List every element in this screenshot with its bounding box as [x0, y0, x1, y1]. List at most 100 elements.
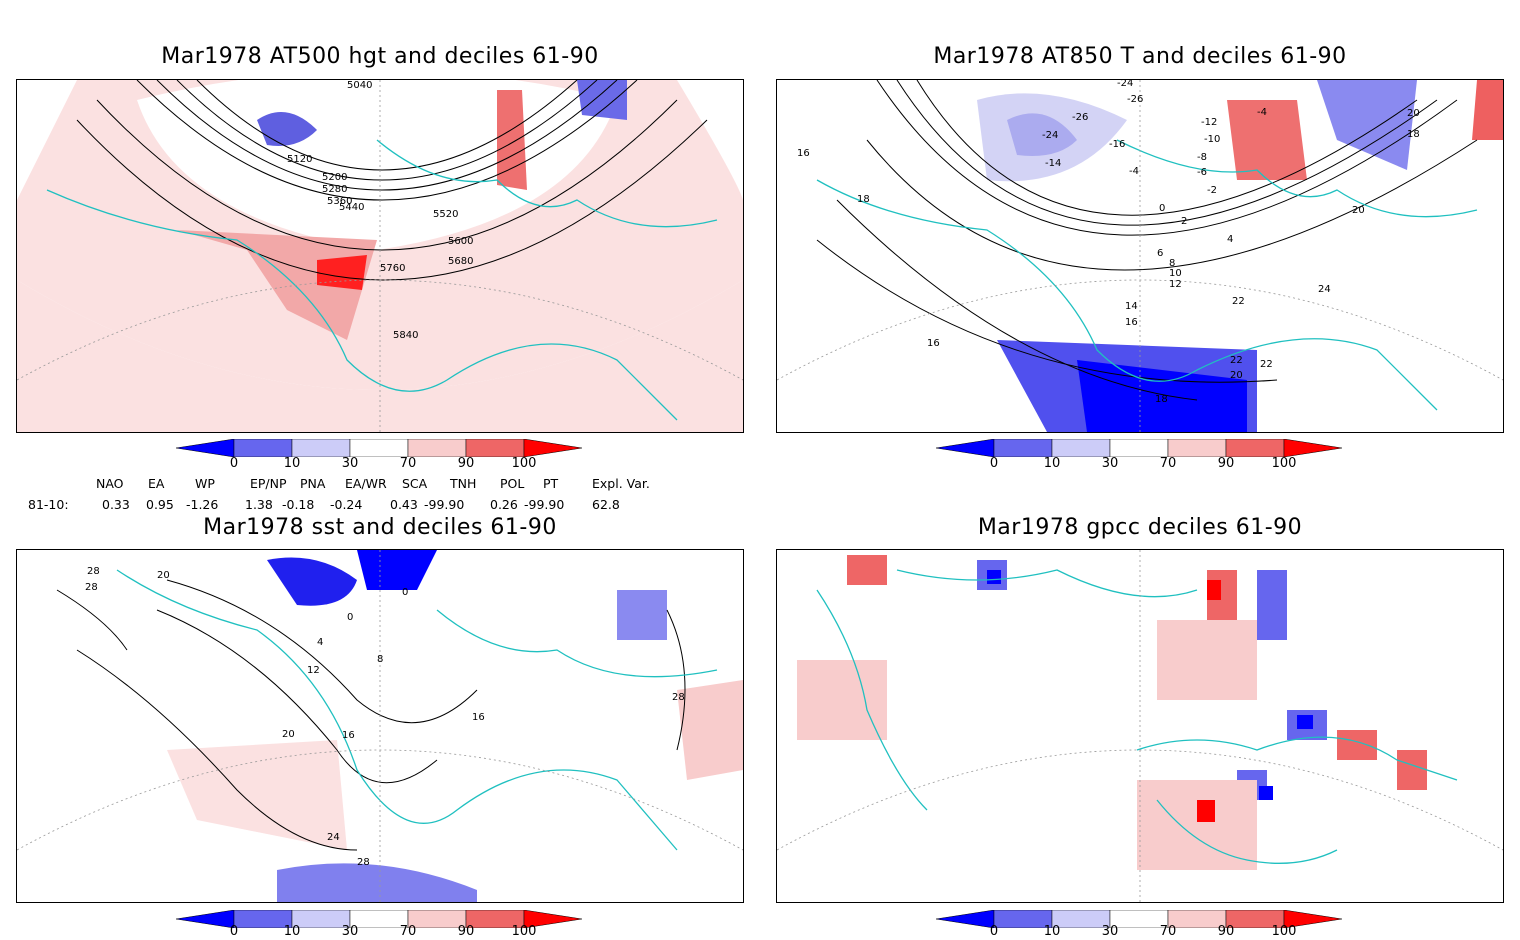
colorbar-1: [175, 438, 584, 458]
index-value-eawr: -0.24: [330, 497, 363, 512]
contour-label: -14: [1045, 158, 1061, 169]
colorbar-3-label: 70: [399, 924, 417, 939]
map-gpcc: [777, 550, 1503, 902]
contour-label: -4: [1129, 166, 1139, 177]
contour-label: 22: [1230, 355, 1243, 366]
colorbar-4: [935, 909, 1344, 929]
panel-2-title: Mar1978 AT850 T and deciles 61-90: [933, 44, 1347, 69]
contour-label: 5520: [433, 209, 458, 220]
contour-label: 22: [1232, 296, 1245, 307]
contour-label: 18: [1155, 394, 1168, 405]
index-header-pt: PT: [543, 476, 559, 491]
colorbar-4-label: 10: [1043, 924, 1061, 939]
colorbar-4-label: 0: [989, 924, 999, 939]
contour-label: 24: [327, 832, 340, 843]
panel-1-title: Mar1978 AT500 hgt and deciles 61-90: [161, 44, 599, 69]
contour-label: 20: [282, 729, 295, 740]
contour-label: 0: [347, 612, 353, 623]
contour-label: 16: [797, 148, 810, 159]
contour-label: 28: [87, 566, 100, 577]
map-at500: 5040 5120 5200 5280 5360 5440 5520 5600 …: [17, 80, 743, 432]
contour-label: -24: [1042, 130, 1058, 141]
contour-label: 5280: [322, 184, 347, 195]
contour-label: 12: [1169, 279, 1182, 290]
contour-label: 8: [1169, 258, 1175, 269]
colorbar-3-label: 30: [341, 924, 359, 939]
index-header-pna: PNA: [300, 476, 326, 491]
contour-label: 28: [672, 692, 685, 703]
colorbar-1-label: 30: [341, 456, 359, 471]
index-header-ea: EA: [148, 476, 165, 491]
contour-label: 5600: [448, 236, 473, 247]
index-value-pol: 0.26: [490, 497, 518, 512]
contour-label: 6: [1157, 248, 1163, 259]
colorbar-3-svg: [175, 909, 583, 929]
contour-label: 24: [1318, 284, 1331, 295]
contour-label: 2: [1181, 216, 1187, 227]
colorbar-2-label: 70: [1159, 456, 1177, 471]
contour-label: 5680: [448, 256, 473, 267]
index-value-nao: 0.33: [102, 497, 130, 512]
colorbar-3-label: 90: [457, 924, 475, 939]
map-at850: -24 -26 -26 -24 -14 -16 -12 -10 -8 -6 -4…: [777, 80, 1503, 432]
colorbar-3: [175, 909, 584, 929]
index-value-tnh: -99.90: [424, 497, 465, 512]
contour-label: -24: [1117, 80, 1133, 89]
map-panel-sst: 28 28 20 0 0 4 8 12 16 16 20 24 28 28: [16, 549, 744, 903]
index-header-explvar: Expl. Var.: [592, 476, 650, 491]
contour-label: 5440: [339, 202, 364, 213]
contour-label: 14: [1125, 301, 1138, 312]
index-header-nao: NAO: [96, 476, 124, 491]
contour-label: 16: [927, 338, 940, 349]
index-value-ea: 0.95: [146, 497, 174, 512]
index-value-epnp: 1.38: [245, 497, 273, 512]
panel-4-title: Mar1978 gpcc deciles 61-90: [977, 515, 1303, 540]
index-row-label: 81-10:: [28, 497, 69, 512]
contour-label: 5760: [380, 263, 405, 274]
index-header-epnp: EP/NP: [250, 476, 287, 491]
contour-label: 5200: [322, 172, 347, 183]
colorbar-4-label: 30: [1101, 924, 1119, 939]
colorbar-4-svg: [935, 909, 1343, 929]
colorbar-4-label: 70: [1159, 924, 1177, 939]
colorbar-2-label: 0: [989, 456, 999, 471]
panel-3-title: Mar1978 sst and deciles 61-90: [203, 515, 557, 540]
colorbar-1-label: 70: [399, 456, 417, 471]
contour-label: -10: [1204, 134, 1220, 145]
colorbar-3-label: 0: [229, 924, 239, 939]
contour-label: -16: [1109, 139, 1125, 150]
colorbar-2-label: 10: [1043, 456, 1061, 471]
colorbar-3-label: 10: [283, 924, 301, 939]
contour-label: -12: [1201, 117, 1217, 128]
contour-label: 18: [1407, 129, 1420, 140]
index-value-wp: -1.26: [186, 497, 219, 512]
map-sst: 28 28 20 0 0 4 8 12 16 16 20 24 28 28: [17, 550, 743, 902]
colorbar-1-label: 10: [283, 456, 301, 471]
colorbar-2: [935, 438, 1344, 458]
index-header-wp: WP: [195, 476, 215, 491]
contour-label: -26: [1127, 94, 1143, 105]
index-value-pna: -0.18: [282, 497, 315, 512]
colorbar-2-svg: [935, 438, 1343, 458]
contour-label: 20: [1407, 108, 1420, 119]
colorbar-2-label: 100: [1271, 456, 1297, 471]
colorbar-2-label: 30: [1101, 456, 1119, 471]
contour-label: 5120: [287, 154, 312, 165]
contour-label: -2: [1207, 185, 1217, 196]
map-panel-at850-t: -24 -26 -26 -24 -14 -16 -12 -10 -8 -6 -4…: [776, 79, 1504, 433]
contour-label: -26: [1072, 112, 1088, 123]
contour-label: 18: [857, 194, 870, 205]
contour-label: 5360: [327, 196, 352, 207]
contour-label: -4: [1257, 107, 1267, 118]
contour-label: 10: [1169, 268, 1182, 279]
contour-label: 16: [342, 730, 355, 741]
index-header-eawr: EA/WR: [345, 476, 387, 491]
map-panel-gpcc: [776, 549, 1504, 903]
contour-label: 16: [1125, 317, 1138, 328]
colorbar-1-label: 100: [511, 456, 537, 471]
colorbar-1-label: 90: [457, 456, 475, 471]
colorbar-2-label: 90: [1217, 456, 1235, 471]
index-value-explvar: 62.8: [592, 497, 620, 512]
contour-label: 0: [1159, 203, 1165, 214]
index-header-tnh: TNH: [450, 476, 477, 491]
